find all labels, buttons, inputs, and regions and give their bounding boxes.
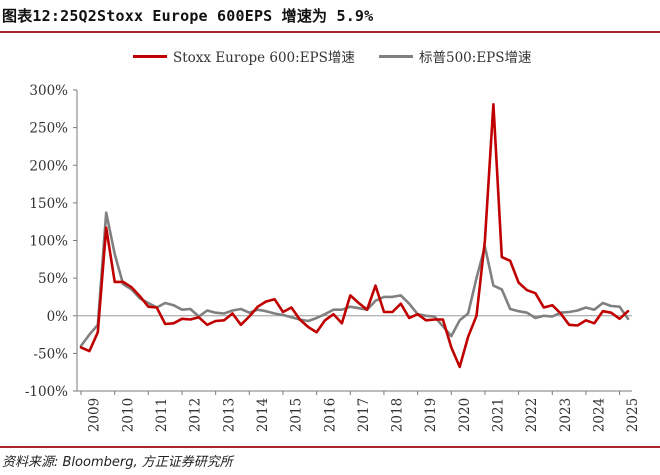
x-tick-label: 2009 bbox=[87, 398, 103, 432]
x-tick-label: 2019 bbox=[423, 398, 439, 432]
x-tick-label: 2018 bbox=[390, 398, 406, 432]
chart-legend: Stoxx Europe 600:EPS增速 标普500:EPS增速 bbox=[0, 46, 660, 66]
x-tick-label: 2024 bbox=[592, 398, 608, 432]
x-tick-label: 2013 bbox=[221, 398, 237, 432]
title-rule bbox=[0, 31, 660, 33]
x-tick-label: 2015 bbox=[289, 398, 305, 432]
y-tick-label: 100% bbox=[29, 234, 68, 250]
title-bar: 图表12:25Q2Stoxx Europe 600EPS 增速为 5.9% bbox=[0, 0, 660, 33]
y-tick-label: 300% bbox=[29, 83, 68, 99]
x-tick-label: 2016 bbox=[322, 398, 338, 432]
legend-swatch-stoxx bbox=[133, 54, 167, 58]
legend-label-stoxx: Stoxx Europe 600:EPS增速 bbox=[173, 50, 355, 66]
y-tick-label: 200% bbox=[29, 158, 68, 174]
source-note: 资料来源: Bloomberg, 方正证券研究所 bbox=[2, 455, 233, 470]
x-tick-label: 2012 bbox=[188, 398, 204, 432]
x-tick-label: 2017 bbox=[356, 398, 372, 432]
series-line-stoxx600 bbox=[79, 103, 630, 369]
eps-growth-chart: -100% -50% 0% 50% 100% 150% 200% 250% 300% 2009 20… bbox=[25, 83, 641, 432]
x-tick-label: 2011 bbox=[154, 398, 170, 432]
y-tick-label: -100% bbox=[25, 384, 68, 400]
x-tick-label: 2020 bbox=[457, 398, 473, 432]
x-tick-label: 2010 bbox=[120, 398, 136, 432]
page-title: 图表12:25Q2Stoxx Europe 600EPS 增速为 5.9% bbox=[2, 7, 374, 25]
y-tick-label: 50% bbox=[38, 271, 68, 287]
x-tick-label: 2023 bbox=[558, 398, 574, 432]
x-tick-label: 2021 bbox=[491, 398, 507, 432]
legend-label-sp500: 标普500:EPS增速 bbox=[419, 50, 532, 66]
x-tick-label: 2014 bbox=[255, 398, 271, 432]
x-tick-label: 2022 bbox=[524, 398, 540, 432]
legend-item-stoxx: Stoxx Europe 600:EPS增速 bbox=[133, 46, 355, 66]
y-tick-label: 150% bbox=[29, 196, 68, 212]
series-line-sp500 bbox=[79, 211, 630, 348]
footer-rule bbox=[0, 446, 660, 448]
y-tick-label: 0% bbox=[47, 309, 69, 325]
legend-item-sp500: 标普500:EPS增速 bbox=[379, 46, 532, 66]
x-tick-label: 2025 bbox=[625, 398, 641, 432]
y-tick-label: 250% bbox=[29, 121, 68, 137]
legend-swatch-sp500 bbox=[379, 54, 413, 58]
y-tick-label: -50% bbox=[33, 346, 68, 362]
